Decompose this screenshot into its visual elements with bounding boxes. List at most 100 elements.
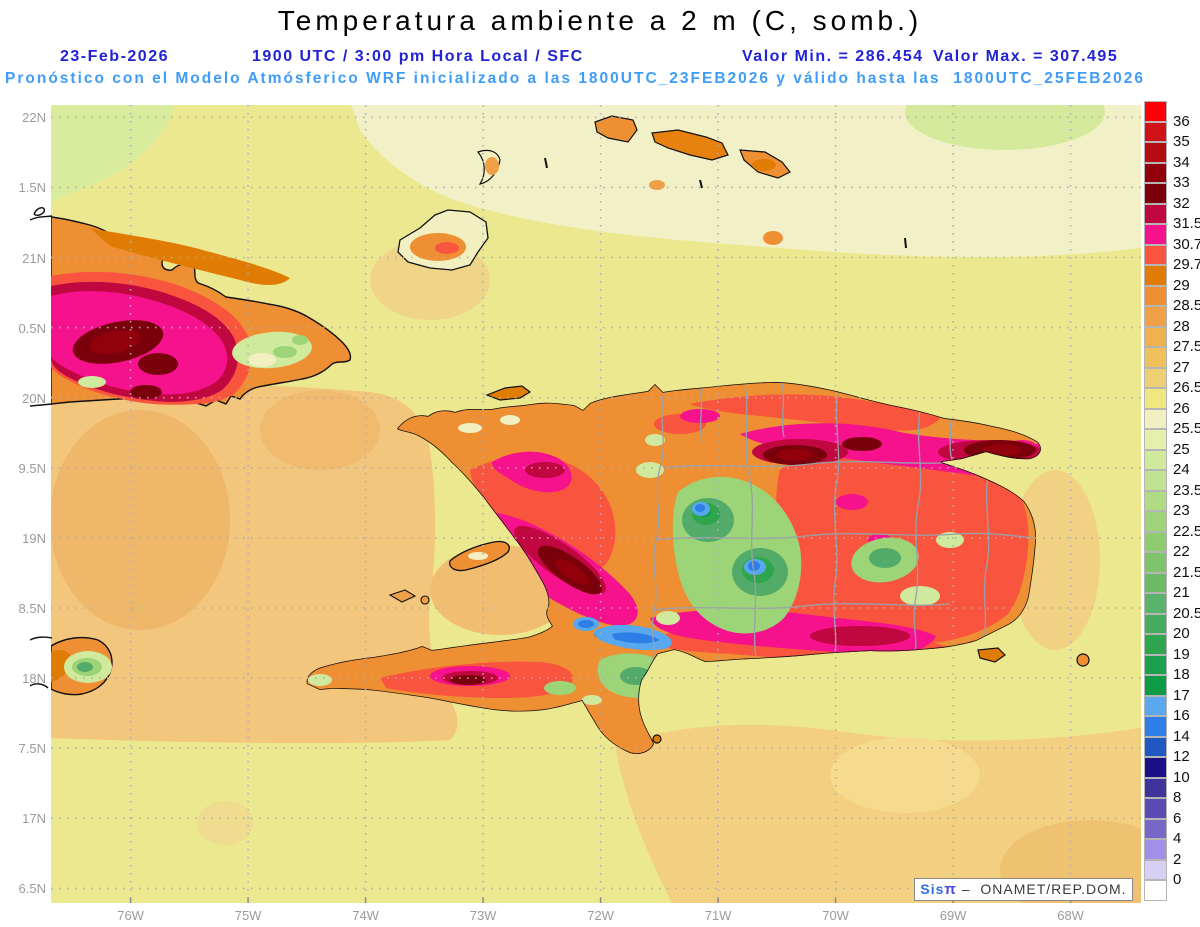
jamaica bbox=[51, 636, 113, 696]
colorbar-segment bbox=[1144, 777, 1167, 798]
lat-label: 9.5N bbox=[18, 460, 46, 476]
colorbar-tick-label: 25.5 bbox=[1173, 420, 1200, 437]
colorbar-tick-label: 34 bbox=[1173, 153, 1190, 171]
cayemites-islets bbox=[388, 589, 417, 603]
lat-label: 22N bbox=[22, 110, 46, 126]
lon-label: 74W bbox=[352, 908, 379, 923]
colorbar-tick-label: 0 bbox=[1173, 871, 1182, 888]
valid-time: 1900 UTC / 3:00 pm Hora Local / SFC bbox=[252, 48, 584, 65]
colorbar-segment bbox=[1144, 818, 1167, 839]
cuba bbox=[51, 216, 352, 407]
beata-islet bbox=[652, 734, 662, 744]
colorbar-tick-label: 23.5 bbox=[1173, 481, 1200, 499]
colorbar-tick-label: 36 bbox=[1173, 112, 1190, 130]
colorbar-tick-label: 27 bbox=[1173, 358, 1190, 376]
colorbar-segment bbox=[1144, 388, 1167, 409]
colorbar-segment bbox=[1144, 429, 1167, 450]
colorbar-segment bbox=[1144, 859, 1167, 880]
pi-symbol: π bbox=[944, 881, 957, 898]
colorbar-segment bbox=[1144, 101, 1167, 122]
lat-label: 21N bbox=[22, 250, 46, 266]
colorbar-segment bbox=[1144, 470, 1167, 491]
colorbar-tick-label: 28 bbox=[1173, 317, 1190, 335]
watermark-text: – ONAMET/REP.DOM. bbox=[956, 881, 1127, 897]
colorbar-tick-label: 29 bbox=[1173, 276, 1190, 294]
colorbar-segment bbox=[1144, 347, 1167, 368]
colorbar-tick-label: 4 bbox=[1173, 830, 1182, 847]
colorbar-segment bbox=[1144, 285, 1167, 306]
colorbar-tick-label: 18 bbox=[1173, 666, 1190, 683]
lon-label: 72W bbox=[587, 908, 614, 923]
colorbar-segment bbox=[1144, 736, 1167, 757]
lat-label: 8.5N bbox=[18, 601, 46, 616]
colorbar-tick-label: 26 bbox=[1173, 399, 1190, 417]
colorbar-tick-label: 32 bbox=[1173, 194, 1190, 212]
lon-label: 70W bbox=[822, 908, 849, 923]
colorbar-segment bbox=[1144, 408, 1167, 429]
lat-label: 6.5N bbox=[18, 881, 46, 897]
watermark-box: Sisπ – ONAMET/REP.DOM. bbox=[914, 878, 1133, 901]
tortue-island bbox=[485, 385, 532, 401]
colorbar-segment bbox=[1144, 183, 1167, 204]
colorbar-tick-label: 19 bbox=[1173, 645, 1190, 663]
lon-label: 73W bbox=[469, 908, 497, 923]
colorbar-tick-label: 33 bbox=[1173, 174, 1190, 191]
page-title: Temperatura ambiente a 2 m (C, somb.) bbox=[277, 5, 923, 36]
lat-label: 20N bbox=[22, 390, 46, 406]
lat-label: 7.5N bbox=[18, 741, 46, 757]
colorbar-tick-label: 24 bbox=[1173, 461, 1190, 478]
run-date: 23-Feb-2026 bbox=[60, 48, 169, 65]
mona-island bbox=[1076, 653, 1090, 667]
sispi-brand: Sis bbox=[920, 881, 945, 897]
colorbar-segment bbox=[1144, 490, 1167, 511]
colorbar-segment bbox=[1144, 224, 1167, 245]
lon-label: 69W bbox=[939, 908, 967, 923]
colorbar-segment bbox=[1144, 695, 1167, 716]
turks-and-caicos bbox=[476, 115, 907, 249]
lon-label: 68W bbox=[1057, 908, 1084, 923]
colorbar-segment bbox=[1144, 593, 1167, 614]
saona-island bbox=[977, 647, 1006, 663]
lat-label: 0.5N bbox=[18, 320, 46, 336]
colorbar-segment bbox=[1144, 265, 1167, 286]
lat-label: 18N bbox=[22, 671, 46, 687]
colorbar-segment bbox=[1144, 572, 1167, 593]
lat-label: 17N bbox=[22, 811, 46, 827]
lon-label: 75W bbox=[234, 908, 262, 923]
colorbar-segment bbox=[1144, 798, 1167, 819]
colorbar-segment bbox=[1144, 654, 1167, 675]
colorbar-tick-label: 22 bbox=[1173, 543, 1190, 560]
colorbar-segment bbox=[1144, 326, 1167, 347]
colorbar-tick-label: 2 bbox=[1173, 850, 1182, 868]
colorbar-tick-label: 20 bbox=[1173, 625, 1190, 642]
colorbar-segment bbox=[1144, 306, 1167, 327]
colorbar-segment bbox=[1144, 367, 1167, 388]
colorbar-segment bbox=[1144, 531, 1167, 552]
colorbar-tick-label: 22.5 bbox=[1173, 522, 1200, 540]
colorbar-tick-label: 10 bbox=[1173, 768, 1190, 786]
colorbar-segment bbox=[1144, 121, 1167, 142]
great-inagua bbox=[397, 209, 489, 271]
colorbar-tick-label: 21.5 bbox=[1173, 563, 1200, 581]
colorbar-segment bbox=[1144, 839, 1167, 860]
colorbar-tick-label: 20.5 bbox=[1173, 604, 1200, 622]
colorbar-tick-label: 26.5 bbox=[1173, 379, 1200, 396]
temperature-contour-map bbox=[30, 105, 1141, 903]
colorbar-segment bbox=[1144, 244, 1167, 265]
colorbar-segment bbox=[1144, 613, 1167, 634]
hispaniola bbox=[306, 382, 1041, 754]
colorbar-tick-label: 16 bbox=[1173, 707, 1190, 724]
colorbar-tick-label: 6 bbox=[1173, 809, 1182, 827]
colorbar-tick-label: 28.5 bbox=[1173, 297, 1200, 314]
colorbar-tick-label: 25 bbox=[1173, 440, 1190, 458]
lon-label: 76W bbox=[117, 908, 144, 923]
colorbar-tick-label: 21 bbox=[1173, 584, 1190, 601]
colorbar-segment bbox=[1144, 757, 1167, 778]
lon-label: 71W bbox=[704, 908, 732, 923]
colorbar-tick-label: 35 bbox=[1173, 133, 1190, 150]
model-description: Pronóstico con el Modelo Atmósferico WRF… bbox=[5, 70, 1145, 87]
colorbar-segment bbox=[1144, 142, 1167, 163]
colorbar-segment bbox=[1144, 552, 1167, 573]
colorbar-tick-label: 12 bbox=[1173, 748, 1190, 765]
lat-label: 1.5N bbox=[18, 180, 46, 196]
